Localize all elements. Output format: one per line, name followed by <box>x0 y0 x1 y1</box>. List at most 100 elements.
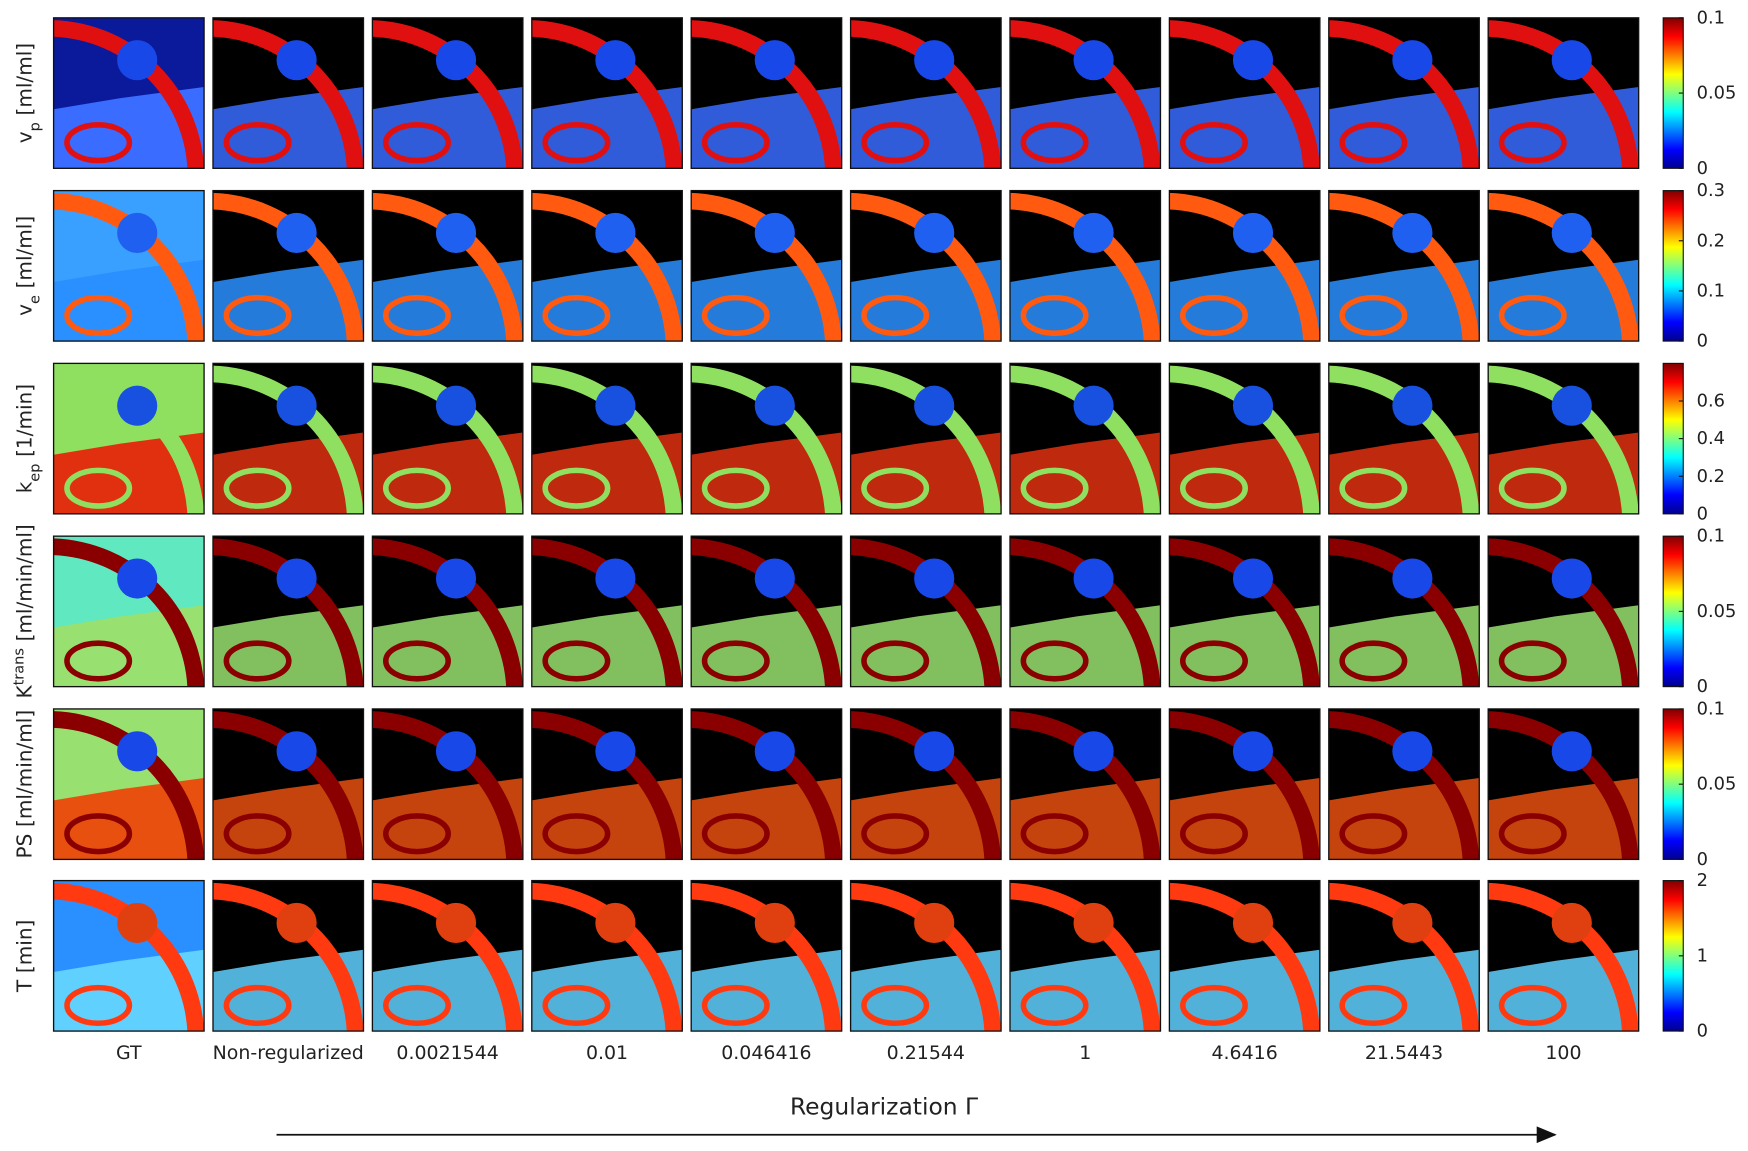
lesion <box>595 903 635 943</box>
column-label: 0.01 <box>586 1042 628 1064</box>
label-subscript: ep <box>27 464 43 482</box>
lesion <box>436 903 476 943</box>
row-label: kep [1/min] <box>12 384 43 493</box>
image-panel <box>851 191 1001 341</box>
lesion <box>1233 558 1273 598</box>
colorbar-tick-label: 0.2 <box>1697 230 1725 251</box>
lesion <box>1074 40 1114 80</box>
colorbar-tick-label: 0 <box>1697 331 1708 352</box>
colorbar-tick-label: 0.05 <box>1697 83 1737 104</box>
image-panel <box>1329 536 1479 686</box>
image-panel <box>1488 536 1638 686</box>
column-label: 1 <box>1079 1042 1091 1064</box>
column-label: 0.046416 <box>721 1042 811 1064</box>
lesion <box>277 903 317 943</box>
lesion <box>1552 903 1592 943</box>
lesion <box>117 558 157 598</box>
lesion <box>595 213 635 253</box>
lesion <box>755 40 795 80</box>
lesion <box>1233 213 1273 253</box>
colorbar-tick-label: 0.6 <box>1697 391 1725 412</box>
lesion <box>117 213 157 253</box>
image-panel <box>691 709 841 859</box>
label-unit: [ml/ml] <box>12 43 36 116</box>
lesion <box>436 213 476 253</box>
lesion <box>436 386 476 426</box>
label-subscript: p <box>27 122 43 131</box>
row-label: ve[ml/ml] <box>12 216 43 316</box>
lesion <box>755 903 795 943</box>
image-panel <box>1010 191 1160 341</box>
lesion <box>1074 731 1114 771</box>
x-axis-label: Regularization Γ <box>790 1093 978 1121</box>
row-label: PS [ml/min/ml] <box>12 710 36 859</box>
colorbar-tick-label: 0.1 <box>1697 526 1725 547</box>
row-label: vp[ml/ml] <box>12 43 43 143</box>
lesion <box>436 558 476 598</box>
column-label: 21.5443 <box>1365 1042 1443 1064</box>
colorbar-tick-label: 0 <box>1697 676 1708 697</box>
image-panel <box>1010 709 1160 859</box>
lesion <box>117 903 157 943</box>
colorbar-tick-label: 2 <box>1697 870 1708 891</box>
lesion <box>1233 731 1273 771</box>
image-panel <box>1329 191 1479 341</box>
image-panel <box>54 709 204 859</box>
image-panel <box>532 709 682 859</box>
lesion <box>436 731 476 771</box>
image-panel <box>851 709 1001 859</box>
colorbar-tick-label: 0.05 <box>1697 774 1737 795</box>
label-symbol: k <box>12 481 36 493</box>
image-panel <box>691 536 841 686</box>
lesion <box>914 213 954 253</box>
lesion <box>595 40 635 80</box>
image-panel <box>213 363 363 513</box>
image-panel <box>213 536 363 686</box>
image-panel <box>691 191 841 341</box>
image-panel <box>1010 363 1160 513</box>
lesion <box>277 213 317 253</box>
lesion <box>1552 731 1592 771</box>
image-panel <box>1329 881 1479 1031</box>
lesion <box>277 558 317 598</box>
image-panel <box>1329 709 1479 859</box>
image-panel <box>1488 881 1638 1031</box>
lesion <box>914 558 954 598</box>
label-unit: [ml/min/ml] <box>12 710 36 827</box>
lesion <box>1392 903 1432 943</box>
image-panel <box>213 18 363 168</box>
lesion <box>1552 386 1592 426</box>
lesion <box>117 386 157 426</box>
image-panel <box>372 363 522 513</box>
image-panel <box>372 18 522 168</box>
column-label: 0.21544 <box>887 1042 965 1064</box>
colorbar-tick-label: 0.3 <box>1697 180 1725 201</box>
image-panel <box>1169 536 1319 686</box>
lesion <box>914 386 954 426</box>
image-panel <box>1329 18 1479 168</box>
label-unit: [1/min] <box>12 384 36 457</box>
colorbar-tick-label: 0 <box>1697 849 1708 870</box>
image-panel <box>532 191 682 341</box>
label-unit: [ml/min/ml] <box>12 524 36 641</box>
image-panel <box>1488 191 1638 341</box>
label-subscript: e <box>27 295 43 304</box>
image-panel <box>372 191 522 341</box>
label-symbol: PS <box>12 834 36 859</box>
lesion <box>1392 40 1432 80</box>
lesion <box>1392 731 1432 771</box>
image-panel <box>1010 536 1160 686</box>
colorbar-tick-label: 0.1 <box>1697 7 1725 28</box>
image-panel <box>1488 709 1638 859</box>
image-panel <box>54 881 204 1031</box>
image-panel <box>532 536 682 686</box>
image-panel <box>691 881 841 1031</box>
label-symbol: K <box>12 685 36 699</box>
colorbar-tick-label: 0 <box>1697 158 1708 179</box>
lesion <box>1074 903 1114 943</box>
colorbar-tick-label: 0.1 <box>1697 699 1725 720</box>
lesion <box>117 40 157 80</box>
image-panel <box>213 709 363 859</box>
image-panel <box>372 709 522 859</box>
colorbar <box>1663 191 1683 341</box>
